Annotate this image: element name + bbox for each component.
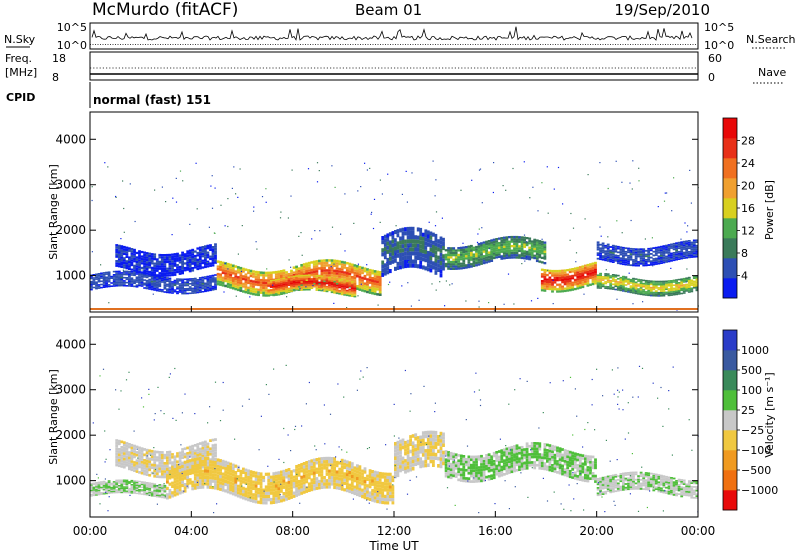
velocity-colorbar-swatch-3	[723, 430, 737, 451]
velocity-panel: 1000 2000 3000 4000 Slant Range [km] 1000 50…	[47, 316, 778, 518]
power-region-3	[267, 274, 357, 298]
x-axis-label: Time UT	[368, 539, 419, 553]
velocity-colorbar-swatch-8	[723, 330, 737, 351]
time-axis: 00:00 04:00 08:00 12:00 16:00 20:00 00:00	[73, 306, 716, 538]
power-colorbar-swatch-5	[723, 178, 737, 199]
power-colorbar-tick-0: 4	[741, 270, 748, 283]
xtick-label-0: 00:00	[73, 524, 108, 538]
velocity-region-2	[166, 456, 395, 505]
noise-sky-line	[91, 26, 693, 41]
velocity-region-0	[90, 479, 167, 499]
velocity-region-3	[394, 430, 445, 479]
power-colorbar: 4 8 12 16 20 24 28	[722, 117, 755, 299]
velocity-colorbar-swatch-4	[723, 410, 737, 431]
power-colorbar-swatch-2	[723, 238, 737, 259]
velocity-colorbar-label: Velocity [m s⁻¹]	[763, 372, 776, 457]
nave-label: Nave	[758, 66, 786, 79]
velocity-ytick-label-3: 4000	[55, 337, 86, 351]
noise-tick-top-left: 10^5	[57, 21, 87, 34]
power-region-5	[444, 235, 547, 270]
power-ytick-label-2: 3000	[55, 178, 86, 192]
noise-right-label: N.Search	[746, 33, 796, 46]
xtick-label-3: 12:00	[377, 524, 412, 538]
freq-tick-top: 18	[52, 52, 66, 65]
freq-tick-bottom: 8	[52, 71, 59, 84]
power-heatmap	[90, 160, 699, 311]
velocity-colorbar-tick-7: −1000	[741, 484, 778, 497]
velocity-region-5	[596, 471, 699, 499]
power-colorbar-tick-6: 28	[741, 135, 755, 148]
freq-label-2: [MHz]	[5, 66, 37, 79]
velocity-colorbar-swatch-0	[723, 490, 737, 511]
power-colorbar-swatch-1	[723, 258, 737, 279]
power-ylabel: Slant Range [km]	[47, 164, 60, 260]
power-colorbar-swatch-6	[723, 158, 737, 179]
power-colorbar-tick-5: 24	[741, 157, 755, 170]
power-ytick-label-1: 2000	[55, 223, 86, 237]
nave-tick-bottom: 0	[708, 71, 715, 84]
noise-panel: N.Sky 10^5 10^0 10^5 10^0 N.Search	[4, 21, 796, 52]
power-colorbar-swatch-7	[723, 138, 737, 159]
freq-label-1: Freq.	[5, 52, 32, 65]
date-title: 19/Sep/2010	[614, 1, 710, 19]
noise-tick-bottom-left: 10^0	[57, 39, 87, 52]
velocity-colorbar-tick-2: 100	[741, 384, 762, 397]
cpid-panel: CPID normal (fast) 151	[6, 82, 211, 108]
velocity-colorbar-swatch-6	[723, 370, 737, 391]
velocity-colorbar-tick-4: −25	[741, 424, 764, 437]
xtick-label-5: 20:00	[579, 524, 614, 538]
beam-title: Beam 01	[355, 1, 422, 19]
velocity-colorbar-swatch-1	[723, 470, 737, 491]
power-colorbar-tick-1: 8	[741, 247, 748, 260]
power-colorbar-swatch-8	[723, 118, 737, 139]
velocity-colorbar-tick-1: 500	[741, 364, 762, 377]
freq-panel: Freq. [MHz] 18 8 60 0 Nave	[5, 51, 786, 84]
cpid-value: normal (fast) 151	[93, 93, 211, 107]
nave-tick-top: 60	[708, 52, 722, 65]
power-ytick-label-3: 4000	[55, 132, 86, 146]
power-region-7	[596, 272, 699, 297]
noise-tick-bottom-right: 10^0	[704, 39, 734, 52]
velocity-colorbar-tick-0: 1000	[741, 344, 769, 357]
xtick-label-4: 16:00	[478, 524, 513, 538]
power-colorbar-label: Power [dB]	[763, 180, 776, 240]
power-ytick-label-0: 1000	[55, 269, 86, 283]
power-colorbar-tick-3: 16	[741, 202, 755, 215]
power-region-1	[115, 243, 217, 277]
noise-tick-top-right: 10^5	[704, 21, 734, 34]
power-colorbar-swatch-4	[723, 198, 737, 219]
xtick-label-2: 08:00	[275, 524, 310, 538]
power-region-8	[596, 239, 699, 267]
power-colorbar-swatch-3	[723, 218, 737, 239]
velocity-heatmap	[90, 364, 699, 514]
velocity-ytick-label-1: 2000	[55, 428, 86, 442]
velocity-colorbar-tick-6: −500	[741, 464, 771, 477]
power-colorbar-swatch-0	[723, 278, 737, 299]
velocity-ylabel: Slant Range [km]	[47, 369, 60, 465]
power-colorbar-tick-2: 12	[741, 225, 755, 238]
velocity-ytick-label-2: 3000	[55, 383, 86, 397]
power-panel: 1000 2000 3000 4000 Slant Range [km] 4 8 12 16…	[47, 111, 776, 313]
noise-left-label: N.Sky	[4, 33, 36, 46]
station-title: McMurdo (fitACF)	[92, 0, 238, 20]
velocity-colorbar-tick-3: 25	[741, 404, 755, 417]
power-y-axis: 1000 2000 3000 4000	[55, 132, 698, 283]
cpid-label: CPID	[6, 91, 35, 104]
power-region-6	[540, 261, 597, 293]
power-region-4	[381, 226, 445, 278]
velocity-y-axis: 1000 2000 3000 4000	[55, 337, 698, 488]
velocity-colorbar: 1000 500 100 25 −25 −100 −500 −1000	[722, 329, 778, 511]
velocity-colorbar-tick-5: −100	[741, 444, 771, 457]
noise-trace	[90, 26, 698, 45]
velocity-colorbar-swatch-2	[723, 450, 737, 471]
velocity-ytick-label-0: 1000	[55, 474, 86, 488]
velocity-colorbar-swatch-5	[723, 390, 737, 411]
power-region-0	[90, 270, 217, 295]
velocity-region-4	[444, 442, 597, 483]
xtick-label-6: 00:00	[681, 524, 716, 538]
power-colorbar-tick-4: 20	[741, 180, 755, 193]
velocity-colorbar-swatch-7	[723, 350, 737, 371]
xtick-label-1: 04:00	[174, 524, 209, 538]
